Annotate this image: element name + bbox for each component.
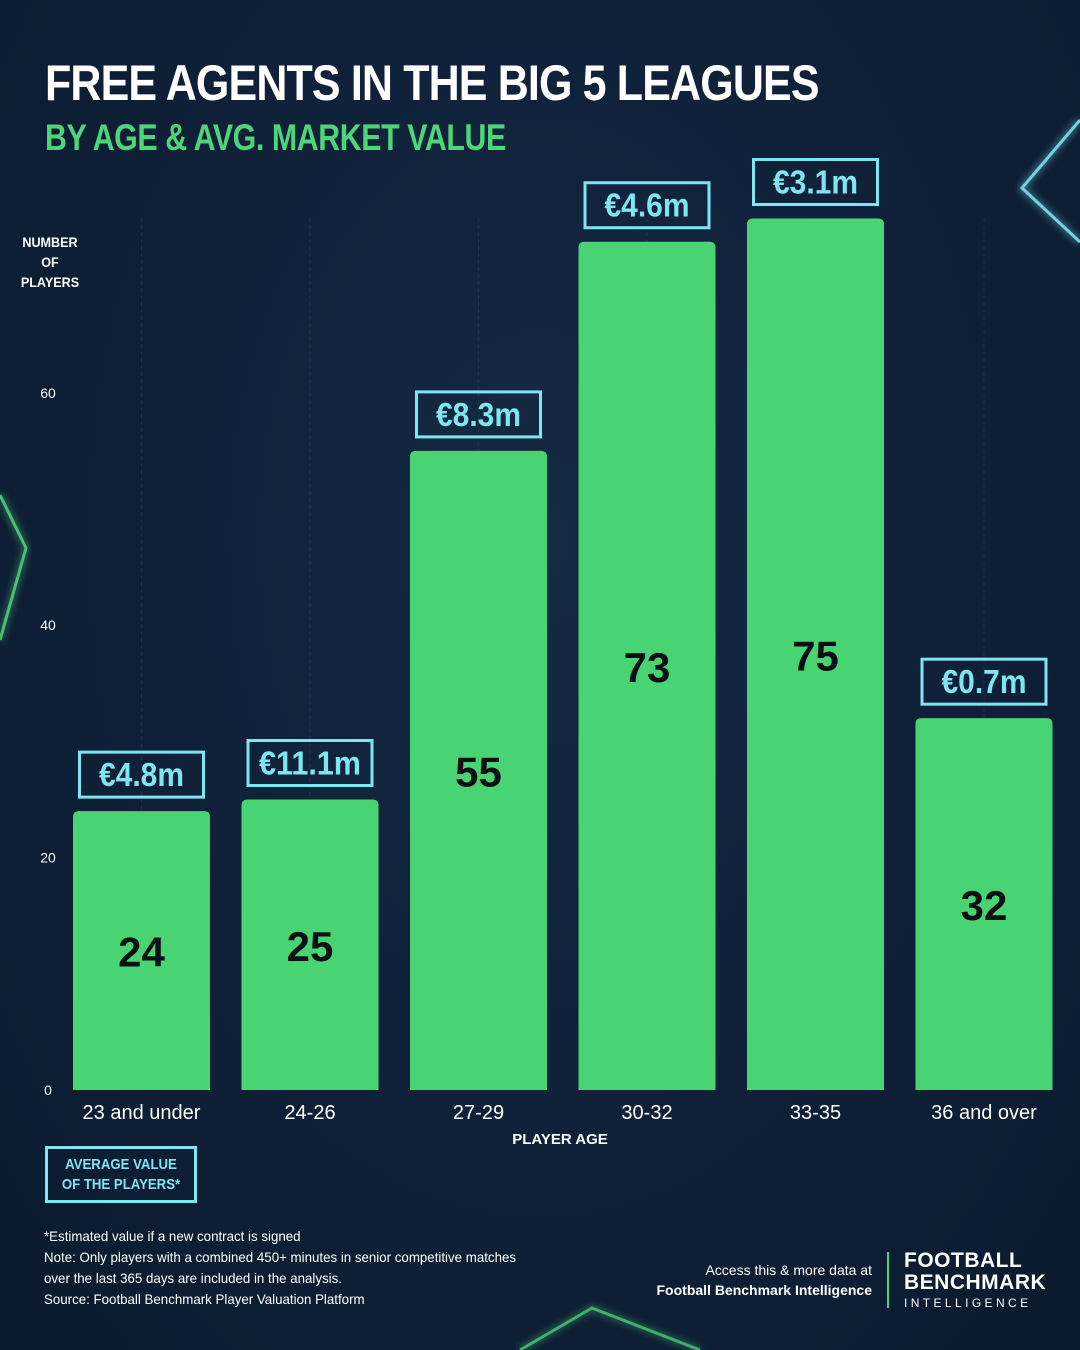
bar bbox=[73, 811, 210, 1090]
footnote-source: Source: Football Benchmark Player Valuat… bbox=[44, 1291, 365, 1307]
x-tick-label: 33-35 bbox=[790, 1102, 841, 1124]
market-value-box bbox=[415, 390, 542, 439]
market-value-box bbox=[583, 181, 711, 230]
bar bbox=[241, 799, 379, 1090]
chart-title: FREE AGENTS IN THE BIG 5 LEAGUES bbox=[45, 55, 820, 111]
access-line-1: Access this & more data at bbox=[705, 1262, 872, 1278]
y-tick-label: 60 bbox=[40, 385, 56, 401]
access-line-2: Football Benchmark Intelligence bbox=[656, 1282, 873, 1298]
legend-line-2: OF THE PLAYERS* bbox=[61, 1175, 181, 1193]
y-axis-label: NUMBER OF PLAYERS bbox=[20, 234, 80, 290]
y-tick-label: 40 bbox=[40, 617, 56, 633]
legend-line-1: AVERAGE VALUE bbox=[65, 1155, 177, 1173]
x-axis-label: PLAYER AGE bbox=[512, 1131, 608, 1148]
y-tick-label: 20 bbox=[40, 850, 56, 866]
market-value-label: €8.3m bbox=[436, 396, 521, 433]
x-tick-label: 24-26 bbox=[284, 1102, 335, 1124]
x-tick-label: 30-32 bbox=[621, 1102, 672, 1124]
chart-subtitle: BY AGE & AVG. MARKET VALUE bbox=[45, 117, 506, 158]
market-value-label: €11.1m bbox=[259, 745, 361, 782]
bar-value-label: 55 bbox=[455, 748, 502, 795]
footnote-estimate: *Estimated value if a new contract is si… bbox=[44, 1228, 301, 1244]
access-text: Access this & more data at Football Benc… bbox=[657, 1260, 873, 1300]
x-tick-label: 36 and over bbox=[931, 1102, 1037, 1124]
market-value-box bbox=[920, 657, 1048, 706]
x-tick-label: 23 and under bbox=[83, 1102, 201, 1124]
market-value-label: €3.1m bbox=[773, 164, 858, 201]
y-tick-label: 0 bbox=[44, 1082, 52, 1098]
market-value-box bbox=[78, 750, 205, 799]
x-tick-label: 27-29 bbox=[453, 1102, 504, 1124]
bar-value-label: 75 bbox=[792, 632, 839, 679]
footnotes: *Estimated value if a new contract is si… bbox=[44, 1226, 604, 1310]
brand-line-1: FOOTBALL bbox=[904, 1249, 1023, 1272]
brand-line-2: BENCHMARK bbox=[904, 1271, 1047, 1294]
bar-value-label: 25 bbox=[287, 923, 334, 970]
bar bbox=[410, 450, 547, 1090]
brand-logo: FOOTBALL BENCHMARK INTELLIGENCE bbox=[904, 1249, 1047, 1311]
brand-line-3: INTELLIGENCE bbox=[904, 1296, 1032, 1310]
market-value-label: €4.6m bbox=[605, 187, 690, 224]
footnote-note-line-1: Note: Only players with a combined 450+ … bbox=[44, 1249, 517, 1265]
legend-average-value: AVERAGE VALUE OF THE PLAYERS* bbox=[45, 1146, 197, 1203]
market-value-box bbox=[752, 158, 879, 206]
footnote-note-line-2: over the last 365 days are included in t… bbox=[44, 1270, 342, 1286]
market-value-box bbox=[246, 739, 374, 787]
bar bbox=[747, 218, 884, 1090]
bar bbox=[915, 718, 1053, 1090]
bar-value-label: 73 bbox=[624, 644, 671, 691]
market-value-label: €4.8m bbox=[99, 756, 184, 793]
bar bbox=[578, 241, 716, 1091]
bar-value-label: 24 bbox=[118, 929, 165, 976]
market-value-label: €0.7m bbox=[942, 663, 1027, 700]
bar-value-label: 32 bbox=[961, 882, 1008, 929]
brand-divider bbox=[887, 1252, 889, 1308]
